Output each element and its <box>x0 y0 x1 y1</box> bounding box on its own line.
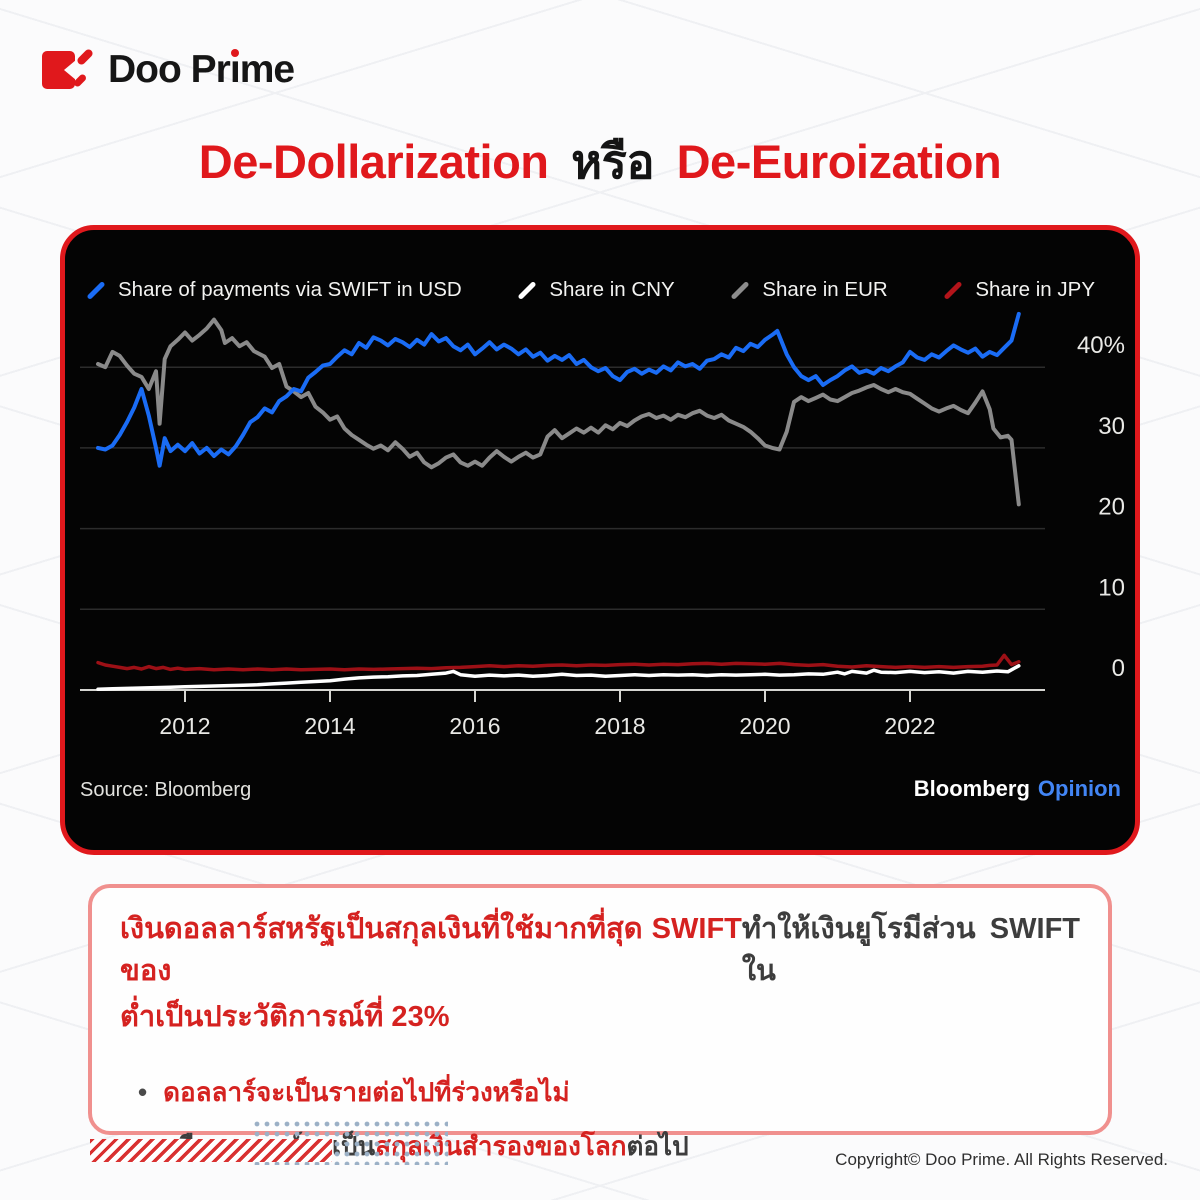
bullet-item: • ดอลลาร์จะเป็นรายต่อไปที่ร่วงหรือไม่ <box>120 1072 1080 1113</box>
logo-wordmark: Doo Prı me <box>108 48 295 91</box>
text-segment: ทำให้เงินยูโรมีส่วนใน <box>741 913 976 988</box>
title-part-or: หรือ <box>571 135 655 188</box>
summary-textbox: เงินดอลลาร์สหรัฐเป็นสกุลเงินที่ใช้มากที่… <box>88 884 1112 1161</box>
x-axis-tick-label: 2014 <box>304 713 355 739</box>
legend-slash-icon <box>943 280 963 300</box>
legend-item: Share of payments via SWIFT in USD <box>85 278 462 302</box>
summary-line-1: เงินดอลลาร์สหรัฐเป็นสกุลเงินที่ใช้มากที่… <box>120 908 1080 992</box>
x-axis-tick-label: 2012 <box>159 713 210 739</box>
text-segment: เงินดอลลาร์สหรัฐเป็นสกุลเงินที่ใช้มากที่… <box>120 913 643 988</box>
text-segment: ต่อไป <box>626 1131 689 1162</box>
legend-label: Share in CNY <box>549 278 675 301</box>
legend-label: Share of payments via SWIFT in USD <box>118 278 462 301</box>
x-axis-tick-label: 2020 <box>739 713 790 739</box>
x-axis-tick-label: 2016 <box>449 713 500 739</box>
chart-plot: 40% 30 20 10 0 2012 2014 2016 2018 2020 2022 <box>80 311 1125 739</box>
doo-prime-logo-icon <box>42 47 95 92</box>
source-note: Source: Bloomberg <box>80 779 252 801</box>
y-axis-tick-label: 0 <box>1112 655 1125 682</box>
title-part-dedollarization: De-Dollarization <box>198 135 549 188</box>
legend-item: Share in JPY <box>942 278 1095 302</box>
copyright-text: Copyright© Doo Prime. All Rights Reserve… <box>835 1150 1168 1169</box>
x-axis-tick-label: 2018 <box>594 713 645 739</box>
text-segment: SWIFT <box>989 913 1080 945</box>
title-part-deeuroization: De-Euroization <box>676 135 1002 188</box>
legend-item: Share in EUR <box>729 278 888 302</box>
legend-slash-icon <box>517 280 537 300</box>
text-segment: ดอลลาร์จะเป็นรายต่อไปที่ร่วงหรือไม่ <box>163 1077 570 1108</box>
legend-slash-icon <box>730 280 750 300</box>
summary-line-2: ต่ำเป็นประวัติการณ์ที่ 23% <box>120 996 1080 1038</box>
chart-card: 40% 30 20 10 0 2012 2014 2016 2018 2020 2022 Share… <box>60 225 1140 855</box>
text-segment: ต่ำเป็นประวัติการณ์ที่ 23% <box>120 1001 450 1034</box>
legend-item: Share in CNY <box>516 278 675 302</box>
y-axis-tick-label: 10 <box>1098 574 1125 601</box>
chart-legend: Share of payments via SWIFT in USD Share … <box>85 278 1095 302</box>
hatch-decoration <box>90 1139 332 1162</box>
x-axis-tick-label: 2022 <box>884 713 935 739</box>
bullet-dot-icon: • <box>138 1077 148 1108</box>
page-title: De-Dollarization หรือ De-Euroization <box>0 124 1200 199</box>
legend-label: Share in EUR <box>762 278 888 301</box>
y-axis-tick-label: 40% <box>1077 332 1125 359</box>
bloomberg-opinion-logo: Bloomberg Opinion <box>913 776 1121 801</box>
legend-label: Share in JPY <box>975 278 1095 301</box>
series-line <box>96 653 1021 672</box>
series-line <box>96 317 1021 507</box>
y-axis-tick-label: 20 <box>1098 494 1125 521</box>
y-axis-tick-label: 30 <box>1098 413 1125 440</box>
logo-i-dot <box>230 49 239 57</box>
series-line <box>96 311 1021 468</box>
text-segment: SWIFT <box>651 913 742 945</box>
legend-slash-icon <box>86 280 106 300</box>
doo-prime-logo: Doo Prı me <box>42 47 295 92</box>
series-line <box>96 664 1021 691</box>
